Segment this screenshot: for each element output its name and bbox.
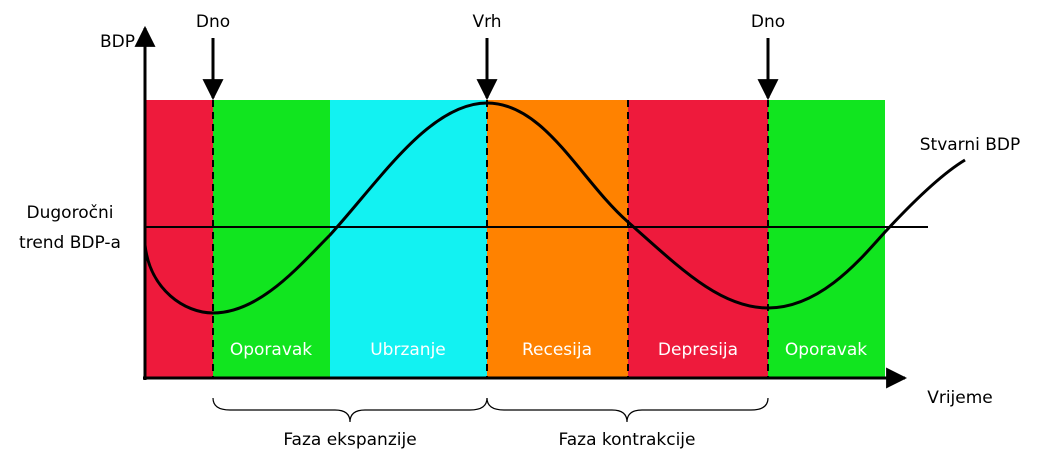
phase-label: Depresija — [658, 340, 738, 360]
group-label: Faza ekspanzije — [283, 430, 416, 450]
phase-label: Oporavak — [230, 340, 312, 360]
phase-bg — [487, 100, 628, 378]
phase-bg — [213, 100, 330, 378]
phase-bg — [768, 100, 885, 378]
curve-label: Stvarni BDP — [920, 135, 1021, 155]
phase-backgrounds — [145, 100, 885, 378]
trend-label: trend BDP-a — [19, 233, 121, 253]
trend-label: Dugoročni — [27, 203, 114, 223]
marker-label: Dno — [751, 12, 785, 32]
brace — [486, 397, 769, 423]
marker-label: Dno — [196, 12, 230, 32]
gdp-curve — [143, 101, 966, 315]
phase-label: Oporavak — [785, 340, 867, 360]
phase-label: Ubrzanje — [370, 340, 446, 360]
marker-label: Vrh — [472, 12, 501, 32]
braces — [212, 397, 769, 423]
group-label: Faza kontrakcije — [559, 430, 696, 450]
phase-bg — [628, 100, 768, 378]
x-axis-label: Vrijeme — [927, 388, 993, 408]
marker-arrows — [202, 38, 779, 101]
phase-label: Recesija — [522, 340, 592, 360]
phase-dividers — [212, 100, 769, 378]
phase-bg — [145, 100, 213, 378]
y-axis-label: BDP — [100, 32, 135, 52]
brace — [212, 397, 488, 423]
phase-bg — [330, 100, 487, 378]
